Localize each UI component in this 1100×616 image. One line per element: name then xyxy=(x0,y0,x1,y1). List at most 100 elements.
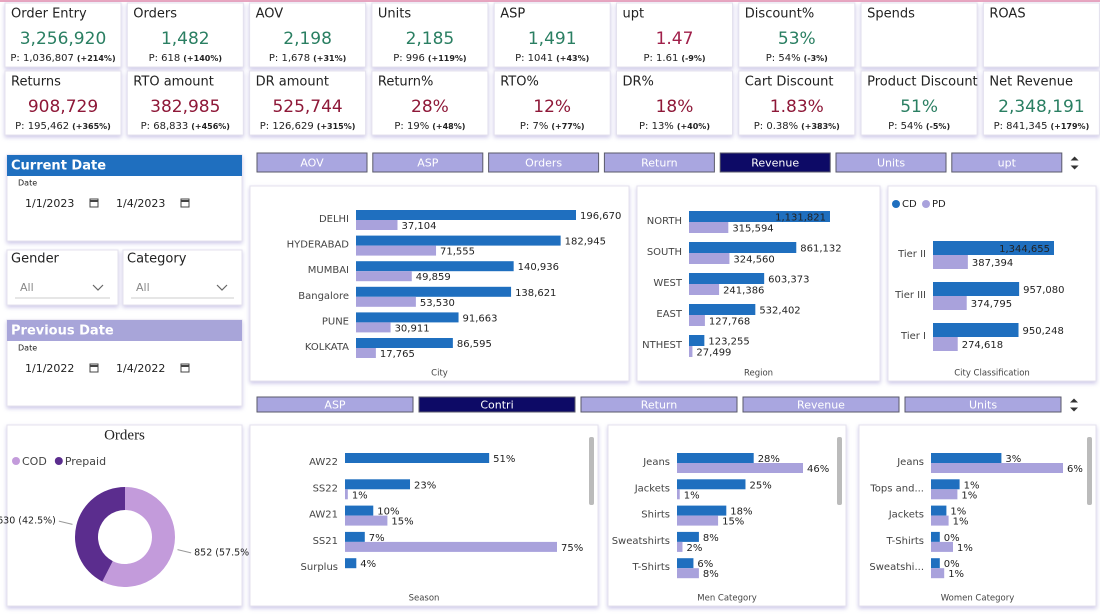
tab-button[interactable] xyxy=(835,152,947,173)
category-label: Jeans xyxy=(642,457,670,468)
tab-label[interactable]: upt xyxy=(998,157,1017,170)
calendar-icon xyxy=(180,363,190,373)
date-value[interactable]: 1/4/2022 xyxy=(116,362,165,375)
bar xyxy=(356,312,459,323)
bar xyxy=(345,453,490,463)
tab-button[interactable] xyxy=(256,152,368,173)
kpi-change: (-9%) xyxy=(681,54,705,63)
kpi-label: RTO amount xyxy=(133,75,214,90)
calendar-icon xyxy=(89,363,99,373)
slicer-title: Gender xyxy=(11,252,60,267)
date-value[interactable]: 1/1/2022 xyxy=(25,362,74,375)
value-label: 71,555 xyxy=(440,247,475,258)
dropdown-chevron xyxy=(92,284,104,291)
tab-button[interactable] xyxy=(719,152,831,173)
kpi-previous-value: P: 0.38% xyxy=(754,121,798,132)
kpi-value: 28% xyxy=(411,97,449,117)
kpi-label: ASP xyxy=(500,7,525,22)
category-label: KOLKATA xyxy=(305,342,349,353)
leader-line xyxy=(177,549,192,554)
category-label: Tier II xyxy=(897,249,926,260)
bar xyxy=(356,220,398,230)
scrollbar xyxy=(837,437,842,505)
value-label: 123,255 xyxy=(708,337,749,348)
tab-label[interactable]: Contri xyxy=(480,399,513,412)
scroll-arrows xyxy=(1070,398,1078,412)
category-label: Jeans xyxy=(896,457,924,468)
kpi-previous-value: P: 1,678 xyxy=(269,53,310,64)
calendar-icon xyxy=(89,198,99,208)
tab-button[interactable] xyxy=(742,396,900,413)
kpi-previous-value: P: 7% xyxy=(520,121,548,132)
scrollbar xyxy=(589,437,594,505)
bar xyxy=(356,235,561,246)
value-label: 86,595 xyxy=(457,339,492,350)
tab-button[interactable] xyxy=(418,396,576,413)
kpi-previous: P: 195,462 (+365%) xyxy=(15,121,111,132)
legend-label: Prepaid xyxy=(65,455,106,468)
kpi-change: (-5%) xyxy=(926,122,950,131)
x-axis-label: Women Category xyxy=(941,594,1015,604)
card xyxy=(616,2,733,68)
card xyxy=(860,2,978,68)
bar xyxy=(356,322,391,333)
kpi-previous-value: P: 996 xyxy=(393,53,425,64)
bar xyxy=(689,253,730,264)
kpi-value: 2,198 xyxy=(283,29,332,49)
bar xyxy=(931,489,958,500)
card xyxy=(616,70,733,136)
tab-button[interactable] xyxy=(580,396,738,413)
tab-label[interactable]: Return xyxy=(641,399,678,412)
tab-button[interactable] xyxy=(372,152,484,173)
kpi-change: (+315%) xyxy=(317,122,356,131)
tab-label[interactable]: Orders xyxy=(525,157,562,170)
value-label: 1% xyxy=(950,507,966,518)
dropdown-value[interactable]: All xyxy=(136,281,150,294)
bar xyxy=(677,515,719,526)
bar xyxy=(677,568,699,579)
date-value[interactable]: 1/4/2023 xyxy=(116,197,165,210)
category-label: DELHI xyxy=(319,214,349,225)
kpi-label: Units xyxy=(378,7,411,22)
tab-button[interactable] xyxy=(951,152,1063,173)
tab-button[interactable] xyxy=(488,152,600,173)
tab-button[interactable] xyxy=(904,396,1062,413)
bar xyxy=(689,346,693,357)
card xyxy=(249,424,599,607)
tab-label[interactable]: ASP xyxy=(417,157,439,170)
tab-label[interactable]: AOV xyxy=(300,157,324,170)
kpi-change: (+31%) xyxy=(313,54,346,63)
bar xyxy=(689,211,830,222)
date-value[interactable]: 1/1/2023 xyxy=(25,197,74,210)
card xyxy=(4,70,122,136)
tab-button[interactable] xyxy=(256,396,414,413)
x-axis-label: Season xyxy=(409,594,440,604)
bar xyxy=(356,245,437,256)
tab-label[interactable]: ASP xyxy=(324,399,346,412)
bar xyxy=(933,282,1020,296)
tab-label[interactable]: Units xyxy=(969,399,997,412)
card xyxy=(860,70,978,136)
kpi-previous: P: 19% (+48%) xyxy=(394,121,465,132)
value-label: 37,104 xyxy=(402,221,437,232)
tab-label[interactable]: Return xyxy=(641,157,678,170)
value-label: 1% xyxy=(953,517,969,528)
category-label: Sweatshirts xyxy=(612,536,670,547)
category-label: SS22 xyxy=(313,483,338,494)
tab-button[interactable] xyxy=(603,152,715,173)
bar xyxy=(677,531,699,542)
bar xyxy=(931,515,949,526)
tab-label[interactable]: Units xyxy=(877,157,905,170)
value-label: 1,131,821 xyxy=(775,213,826,224)
bar xyxy=(345,479,411,490)
bar xyxy=(345,505,374,516)
x-axis-label: City xyxy=(431,369,448,379)
dropdown-value[interactable]: All xyxy=(20,281,34,294)
tab-label[interactable]: Revenue xyxy=(797,399,845,412)
kpi-value: 51% xyxy=(900,97,938,117)
dropdown-chevron xyxy=(216,284,228,291)
tab-label[interactable]: Revenue xyxy=(751,157,799,170)
value-label: 1% xyxy=(961,490,977,501)
value-label: 75% xyxy=(561,543,583,554)
kpi-previous: P: 1041 (+43%) xyxy=(515,53,589,64)
